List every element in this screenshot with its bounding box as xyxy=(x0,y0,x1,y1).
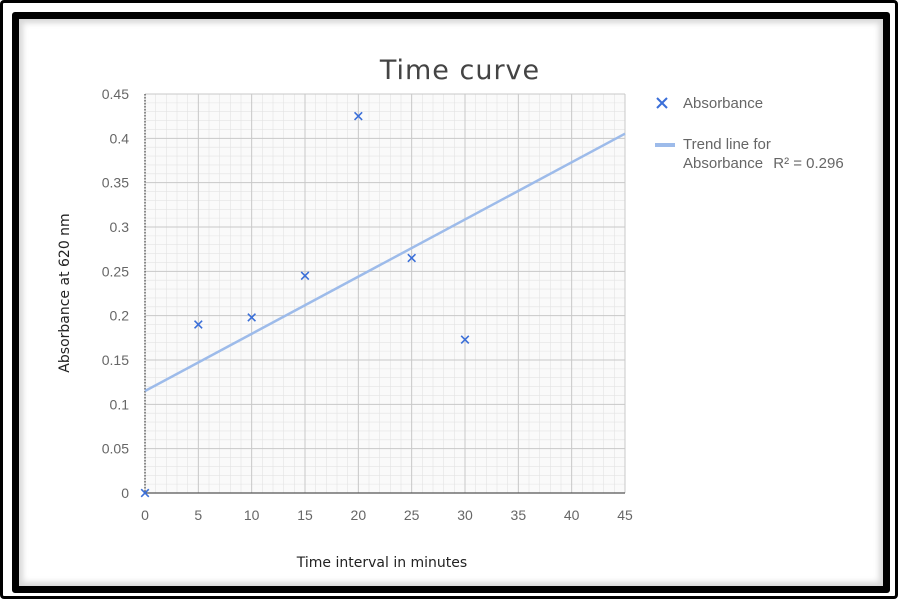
x-tick-label: 35 xyxy=(511,507,527,523)
legend: Absorbance Trend line for Absorbance R² … xyxy=(655,95,844,172)
data-point xyxy=(407,253,417,263)
y-tick-label: 0.1 xyxy=(110,396,130,412)
x-tick-label: 45 xyxy=(617,507,633,523)
y-tick-label: 0.35 xyxy=(102,175,129,191)
y-axis-label: Absorbance at 620 nm xyxy=(57,213,73,372)
x-tick-labels: 0 5 10 15 20 25 30 35 40 45 xyxy=(141,507,633,523)
plot-area xyxy=(145,94,625,493)
x-tick-label: 25 xyxy=(404,507,420,523)
y-tick-label: 0.2 xyxy=(110,308,130,324)
legend-label-trendline: Trend line for Absorbance R² = 0.296 xyxy=(683,136,844,172)
legend-trendline-name-line2: Absorbance xyxy=(683,155,763,172)
y-tick-label: 0.3 xyxy=(110,219,130,235)
legend-trendline-r2: R² = 0.296 xyxy=(773,155,843,172)
x-tick-label: 30 xyxy=(457,507,473,523)
y-tick-label: 0.05 xyxy=(102,441,129,457)
data-point xyxy=(193,320,203,329)
data-point xyxy=(460,335,470,344)
y-tick-labels: 0 0.05 0.1 0.15 0.2 0.25 0.3 0.35 0.4 0.45 xyxy=(102,86,129,501)
x-tick-label: 5 xyxy=(194,507,202,523)
y-tick-label: 0.15 xyxy=(102,352,129,368)
data-point xyxy=(247,313,257,322)
data-point xyxy=(140,488,150,498)
x-tick-label: 15 xyxy=(297,507,313,523)
data-point xyxy=(353,111,363,121)
y-tick-label: 0.25 xyxy=(102,263,129,279)
x-tick-label: 20 xyxy=(351,507,367,523)
legend-trendline-name-line1: Trend line for xyxy=(683,136,771,153)
legend-label-absorbance: Absorbance xyxy=(683,95,763,112)
data-point xyxy=(300,271,310,281)
x-tick-label: 40 xyxy=(564,507,580,523)
y-tick-label: 0 xyxy=(121,485,129,501)
x-tick-label: 0 xyxy=(141,507,149,523)
legend-marker-absorbance xyxy=(656,97,668,109)
x-axis-label: Time interval in minutes xyxy=(296,555,467,571)
x-tick-label: 10 xyxy=(244,507,260,523)
chart-title: Time curve xyxy=(379,55,540,86)
data-points xyxy=(140,111,470,498)
y-tick-label: 0.4 xyxy=(110,130,130,146)
trend-line xyxy=(144,132,626,393)
y-tick-label: 0.45 xyxy=(102,86,129,102)
